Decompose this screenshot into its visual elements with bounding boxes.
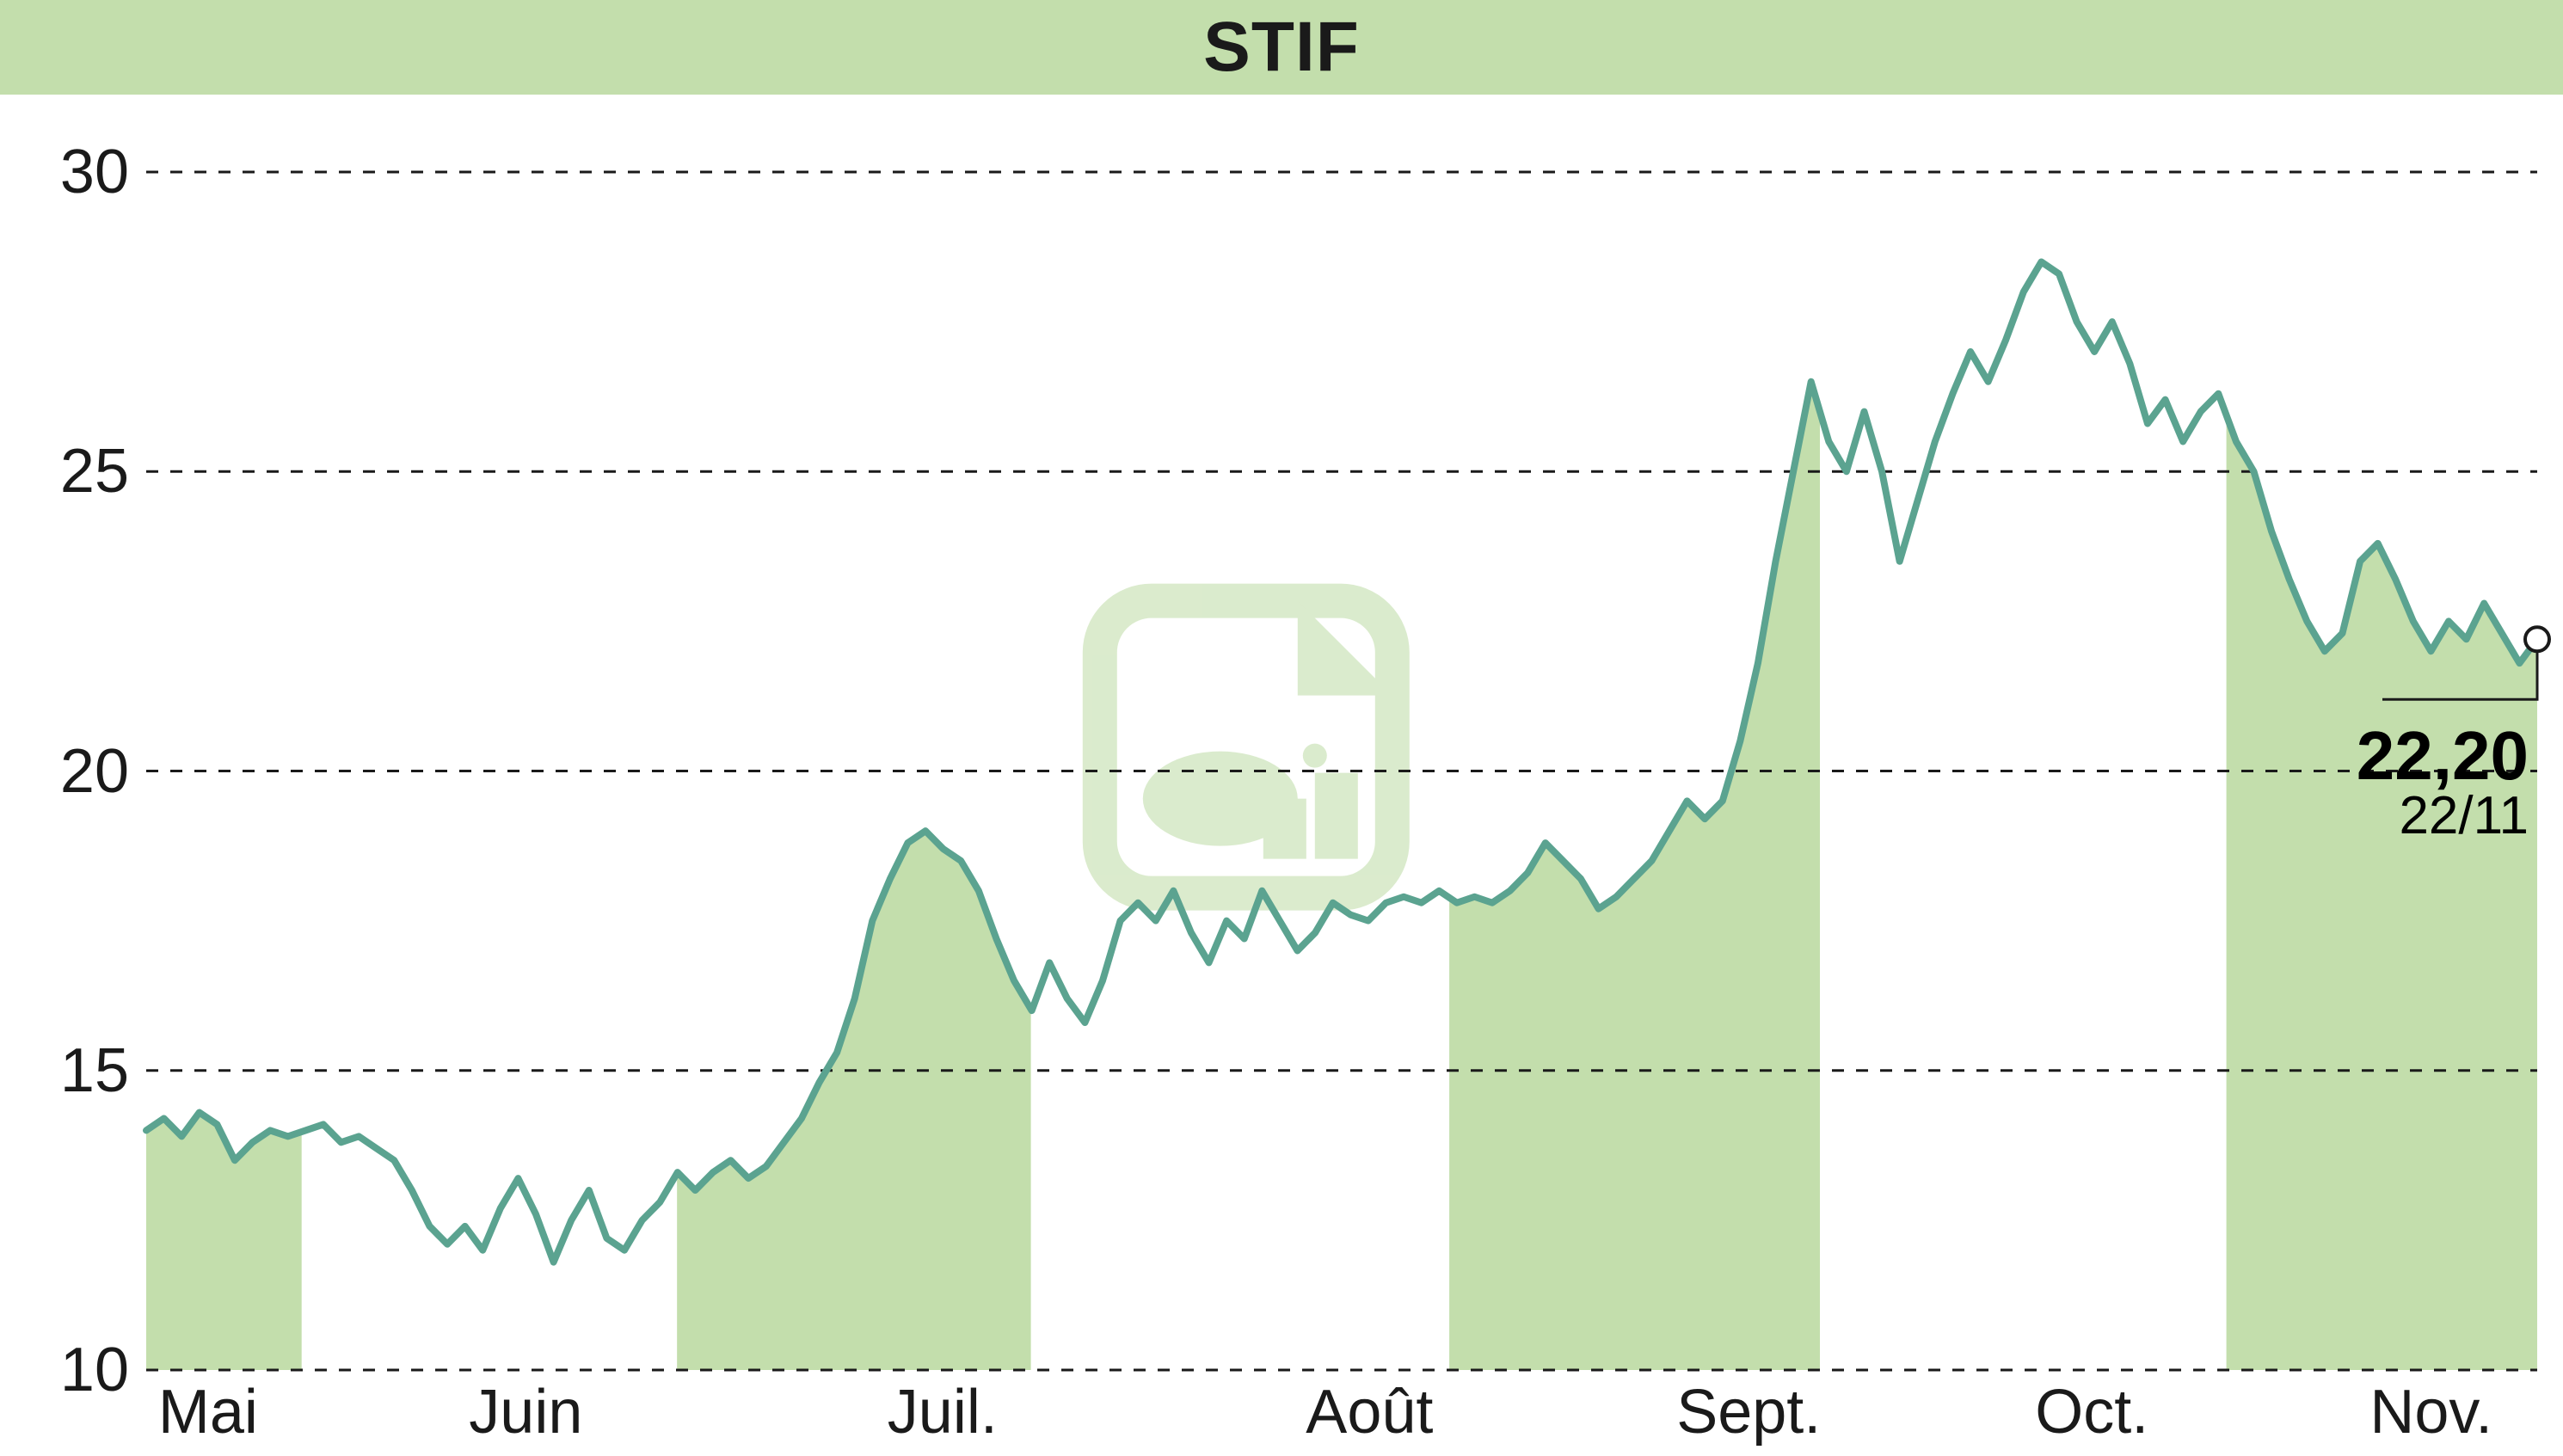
y-tick-label: 15: [60, 1035, 129, 1106]
x-tick-label: Sept.: [1676, 1377, 1821, 1447]
x-tick-label: Oct.: [2035, 1377, 2148, 1447]
x-tick-label: Mai: [158, 1377, 258, 1447]
title-bar: STIF: [0, 0, 2563, 95]
x-tick-label: Août: [1306, 1377, 1433, 1447]
x-tick-label: Nov.: [2369, 1377, 2492, 1447]
chart-svg: [0, 95, 2563, 1456]
x-tick-label: Juin: [469, 1377, 582, 1447]
y-tick-label: 10: [60, 1335, 129, 1405]
y-tick-label: 30: [60, 137, 129, 207]
chart-plot-area: 10 15 20 25 30 Mai Juin Juil. Août Sept. Oct. Nov. 2…: [0, 95, 2563, 1456]
chart-title: STIF: [1203, 8, 1360, 86]
y-tick-label: 25: [60, 436, 129, 507]
y-tick-label: 20: [60, 736, 129, 807]
last-value-label: 22,20: [2357, 716, 2529, 796]
x-tick-label: Juil.: [888, 1377, 998, 1447]
last-date-label: 22/11: [2399, 785, 2529, 846]
